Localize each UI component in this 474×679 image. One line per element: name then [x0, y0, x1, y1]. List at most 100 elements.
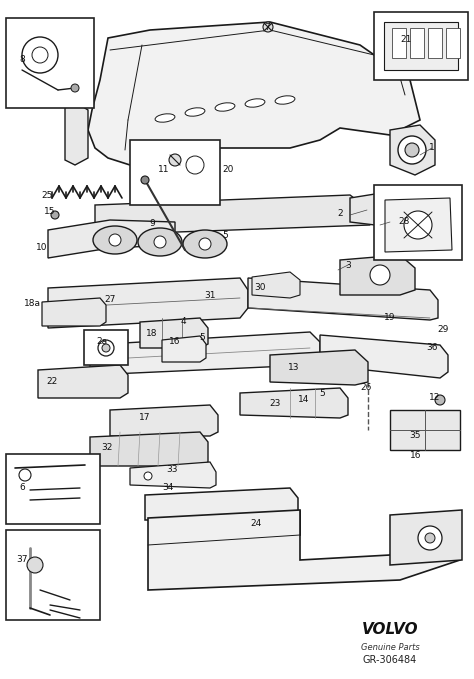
- Text: 31: 31: [204, 291, 216, 299]
- Text: 34: 34: [162, 483, 173, 492]
- Text: 13: 13: [288, 363, 300, 373]
- Ellipse shape: [275, 96, 295, 104]
- Text: 18a: 18a: [24, 299, 40, 308]
- Circle shape: [27, 557, 43, 573]
- Ellipse shape: [245, 99, 265, 107]
- Text: VOLVO: VOLVO: [362, 623, 419, 638]
- Text: 35: 35: [409, 430, 421, 439]
- Text: 9: 9: [149, 219, 155, 229]
- Bar: [374, 185, 462, 260]
- Text: 33: 33: [166, 466, 178, 475]
- Polygon shape: [110, 405, 218, 436]
- Circle shape: [169, 154, 181, 166]
- Polygon shape: [162, 336, 206, 362]
- Text: 27: 27: [104, 295, 116, 304]
- Text: 36: 36: [426, 344, 438, 352]
- Text: 29: 29: [438, 325, 449, 335]
- Ellipse shape: [93, 226, 137, 254]
- Text: 16: 16: [169, 337, 181, 346]
- Polygon shape: [42, 298, 106, 326]
- Text: GR-306484: GR-306484: [363, 655, 417, 665]
- Polygon shape: [390, 410, 460, 450]
- Polygon shape: [240, 388, 348, 418]
- Circle shape: [141, 176, 149, 184]
- Bar: [6, 530, 100, 620]
- Circle shape: [418, 526, 442, 550]
- Text: 6: 6: [19, 483, 25, 492]
- Text: Genuine Parts: Genuine Parts: [361, 644, 419, 653]
- Text: 7: 7: [264, 22, 270, 31]
- Ellipse shape: [185, 108, 205, 116]
- Text: 5: 5: [199, 333, 205, 342]
- Text: 5: 5: [222, 232, 228, 240]
- Ellipse shape: [155, 114, 175, 122]
- Text: 30: 30: [254, 284, 266, 293]
- Polygon shape: [145, 488, 298, 520]
- Circle shape: [109, 234, 121, 246]
- Text: 12: 12: [429, 394, 441, 403]
- Polygon shape: [350, 190, 415, 228]
- Text: 26: 26: [360, 382, 372, 392]
- Text: 14: 14: [298, 395, 310, 405]
- Polygon shape: [90, 432, 208, 466]
- Text: 28: 28: [398, 217, 410, 227]
- Bar: [6, 18, 94, 108]
- Polygon shape: [320, 335, 448, 378]
- Ellipse shape: [183, 230, 227, 258]
- Bar: [428, 28, 442, 58]
- Polygon shape: [270, 350, 368, 385]
- Polygon shape: [90, 332, 320, 375]
- Text: 17: 17: [139, 414, 151, 422]
- Text: 23: 23: [269, 399, 281, 407]
- Text: 24: 24: [250, 519, 262, 528]
- Polygon shape: [65, 102, 88, 165]
- Text: 22: 22: [46, 378, 58, 386]
- Circle shape: [51, 211, 59, 219]
- Polygon shape: [88, 22, 420, 165]
- Polygon shape: [390, 125, 435, 175]
- Text: 15: 15: [44, 208, 56, 217]
- Text: 5: 5: [319, 388, 325, 397]
- Circle shape: [199, 238, 211, 250]
- Polygon shape: [140, 318, 208, 348]
- Text: 19: 19: [384, 314, 396, 323]
- Polygon shape: [248, 278, 438, 320]
- Ellipse shape: [215, 103, 235, 111]
- Bar: [384, 22, 458, 70]
- Polygon shape: [340, 255, 415, 295]
- Text: 11: 11: [158, 166, 170, 175]
- Text: 10: 10: [36, 244, 48, 253]
- Bar: [84, 330, 128, 365]
- Polygon shape: [48, 278, 248, 328]
- Polygon shape: [148, 510, 460, 590]
- Circle shape: [186, 156, 204, 174]
- Circle shape: [425, 533, 435, 543]
- Circle shape: [405, 143, 419, 157]
- Polygon shape: [48, 220, 175, 258]
- Bar: [410, 28, 424, 58]
- Polygon shape: [95, 195, 370, 235]
- Text: 32: 32: [101, 443, 113, 452]
- Circle shape: [263, 22, 273, 32]
- Text: 3: 3: [345, 261, 351, 270]
- Circle shape: [370, 265, 390, 285]
- Polygon shape: [252, 272, 300, 298]
- Circle shape: [144, 472, 152, 480]
- Circle shape: [71, 84, 79, 92]
- Bar: [130, 140, 220, 205]
- Text: 18: 18: [146, 329, 158, 337]
- Circle shape: [404, 211, 432, 239]
- Circle shape: [154, 236, 166, 248]
- Circle shape: [98, 340, 114, 356]
- Text: 16: 16: [410, 452, 422, 460]
- Circle shape: [398, 136, 426, 164]
- Polygon shape: [385, 198, 452, 252]
- Text: 8: 8: [19, 56, 25, 65]
- Circle shape: [102, 344, 110, 352]
- Circle shape: [435, 395, 445, 405]
- Bar: [446, 28, 460, 58]
- Bar: [392, 28, 406, 58]
- Text: 2a: 2a: [96, 337, 108, 346]
- Polygon shape: [38, 365, 128, 398]
- Polygon shape: [130, 462, 216, 488]
